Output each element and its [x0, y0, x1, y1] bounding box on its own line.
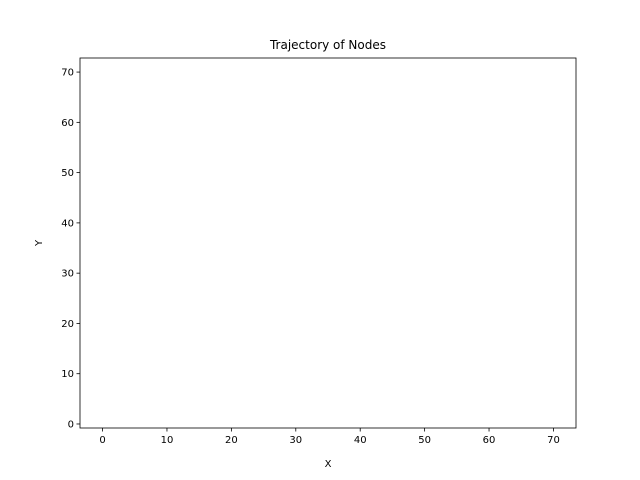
y-tick-label: 20	[61, 319, 74, 330]
y-tick-label: 40	[61, 218, 74, 229]
x-axis-label: X	[325, 459, 332, 470]
x-tick-label: 50	[418, 435, 431, 446]
y-tick-label: 50	[61, 168, 74, 179]
x-tick-label: 40	[354, 435, 367, 446]
x-tick-label: 60	[483, 435, 496, 446]
y-axis-label: Y	[34, 239, 45, 247]
y-tick-label: 30	[61, 269, 74, 280]
y-tick-label: 10	[61, 369, 74, 380]
y-tick-label: 60	[61, 118, 74, 129]
chart-title: Trajectory of Nodes	[269, 38, 386, 52]
x-tick-label: 10	[161, 435, 174, 446]
y-tick-label: 0	[68, 419, 74, 430]
x-tick-label: 30	[289, 435, 302, 446]
plot-area	[79, 57, 577, 429]
x-tick-label: 20	[225, 435, 238, 446]
y-axis-ticks: 0 10 20 30 40 50 60 70	[61, 68, 80, 430]
y-tick-label: 70	[61, 68, 74, 79]
x-tick-label: 70	[547, 435, 560, 446]
x-tick-label: 0	[99, 435, 105, 446]
x-axis-ticks: 0 10 20 30 40 50 60 70	[99, 428, 560, 446]
